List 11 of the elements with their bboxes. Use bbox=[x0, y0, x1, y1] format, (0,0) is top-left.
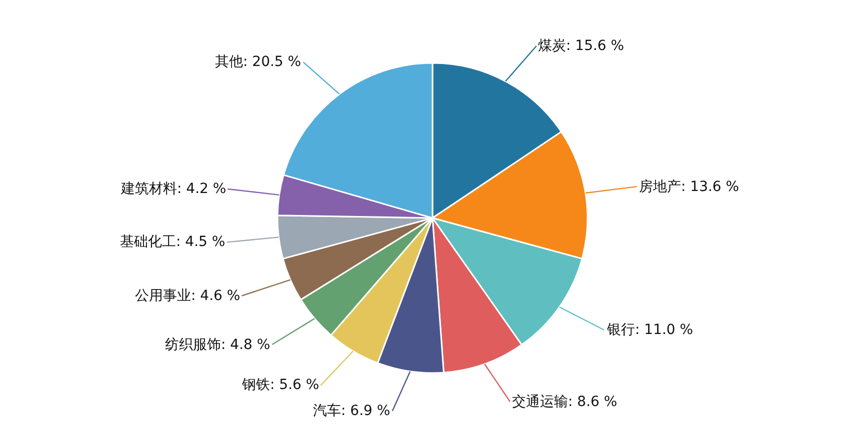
slice-label: 汽车: 6.9 % bbox=[313, 403, 390, 419]
slice-label: 基础化工: 4.5 % bbox=[120, 234, 226, 250]
slice-label: 煤炭: 15.6 % bbox=[538, 38, 624, 54]
slice-label: 其他: 20.5 % bbox=[215, 54, 302, 70]
slice-label: 银行: 11.0 % bbox=[606, 322, 694, 338]
slice-label: 交通运输: 8.6 % bbox=[512, 394, 618, 410]
slice-label: 钢铁: 5.6 % bbox=[241, 377, 320, 393]
slice-label: 房地产: 13.6 % bbox=[639, 179, 740, 195]
slice-label: 纺织服饰: 4.8 % bbox=[165, 337, 270, 353]
slice-label: 建筑材料: 4.2 % bbox=[120, 181, 226, 197]
slice-label: 公用事业: 4.6 % bbox=[135, 288, 240, 304]
